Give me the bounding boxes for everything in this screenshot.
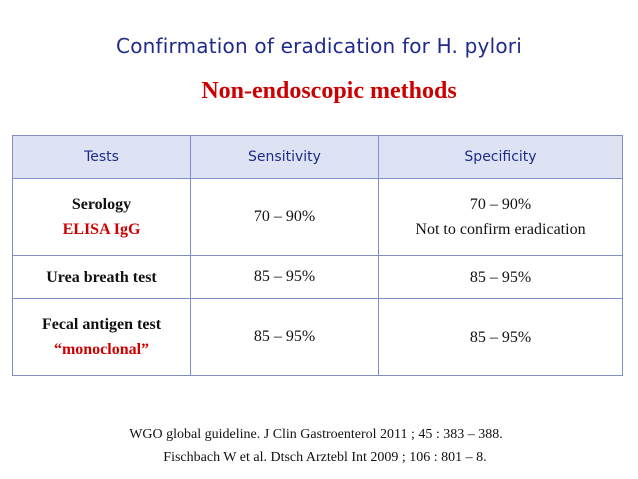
slide-subtitle: Non-endoscopic methods [201,78,457,104]
sensitivity-cell: 85 – 95% [190,298,379,376]
test-subname: “monoclonal” [53,341,150,358]
table-row: Fecal antigen test “monoclonal” 85 – 95%… [12,298,623,376]
table-header-row: Tests Sensitivity Specificity [12,135,623,179]
header-tests: Tests [12,135,191,179]
header-specificity: Specificity [378,135,623,179]
specificity-value: 70 – 90% [469,196,532,213]
test-name-cell: Fecal antigen test “monoclonal” [12,298,191,376]
test-name: Serology [71,196,132,213]
table-row: Serology ELISA IgG 70 – 90% 70 – 90% Not… [12,178,623,256]
table-row: Urea breath test 85 – 95% 85 – 95% [12,255,623,299]
test-subname: ELISA IgG [62,221,141,238]
test-name-cell: Serology ELISA IgG [12,178,191,256]
sensitivity-cell: 85 – 95% [190,255,379,299]
slide-title: Confirmation of eradication for H. pylor… [116,34,522,58]
specificity-value: 85 – 95% [469,328,532,346]
specificity-value: 85 – 95% [469,268,532,286]
sensitivity-cell: 70 – 90% [190,178,379,256]
test-name-cell: Urea breath test [12,255,191,299]
test-name: Urea breath test [46,268,157,286]
specificity-note: Not to confirm eradication [415,221,586,238]
reference-wgo: WGO global guideline. J Clin Gastroenter… [129,427,503,442]
header-sensitivity: Sensitivity [190,135,379,179]
reference-fischbach: Fischbach W et al. Dtsch Arztebl Int 200… [163,450,487,465]
specificity-cell: 70 – 90% Not to confirm eradication [378,178,623,256]
test-name: Fecal antigen test [41,316,162,333]
specificity-cell: 85 – 95% [378,255,623,299]
test-comparison-table: Tests Sensitivity Specificity Serology E… [12,135,623,376]
specificity-cell: 85 – 95% [378,298,623,376]
